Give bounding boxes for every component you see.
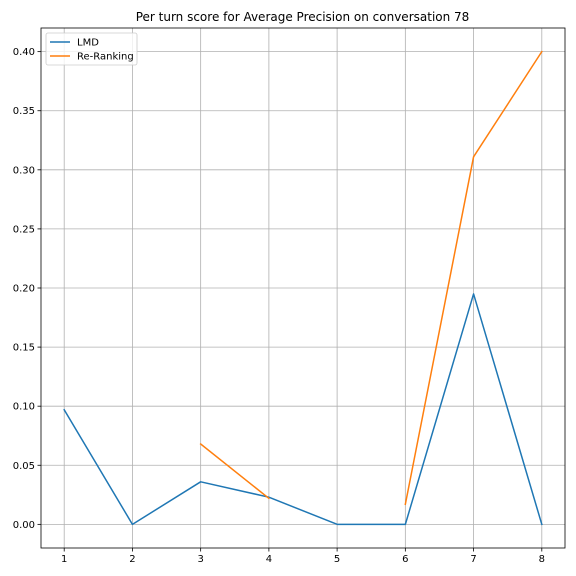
x-tick-label: 3 <box>197 554 203 565</box>
x-tick-label: 2 <box>129 554 135 565</box>
y-tick-label: 0.20 <box>13 284 35 295</box>
grid <box>41 28 565 548</box>
series-line-re-ranking <box>199 442 270 500</box>
x-axis-ticks: 1 2 3 4 5 6 7 8 <box>61 548 545 565</box>
legend-box <box>45 32 138 66</box>
y-tick-label: 0.10 <box>13 402 35 413</box>
x-tick-label: 7 <box>470 554 476 565</box>
y-tick-label: 0.35 <box>13 106 35 117</box>
y-tick-label: 0.40 <box>13 47 35 58</box>
x-tick-label: 6 <box>402 554 408 565</box>
y-tick-label: 0.05 <box>13 461 35 472</box>
y-axis-ticks: 0.00 0.05 0.10 0.15 0.20 0.25 0.30 0.35 0.40 <box>13 47 41 531</box>
y-tick-label: 0.30 <box>13 165 35 176</box>
y-tick-label: 0.15 <box>13 343 35 354</box>
x-tick-label: 8 <box>539 554 545 565</box>
chart-title: Per turn score for Average Precision on … <box>136 10 470 24</box>
legend-label-re-ranking: Re-Ranking <box>77 52 134 63</box>
legend-label-lmd: LMD <box>77 38 99 49</box>
series-lines <box>63 50 543 526</box>
legend: LMD Re-Ranking <box>45 32 138 66</box>
x-tick-label: 5 <box>334 554 340 565</box>
x-tick-label: 1 <box>61 554 67 565</box>
y-tick-label: 0.25 <box>13 224 35 235</box>
series-line-lmd <box>63 293 543 526</box>
x-tick-label: 4 <box>266 554 272 565</box>
y-tick-label: 0.00 <box>13 520 35 531</box>
series-line-re-ranking <box>404 50 543 506</box>
